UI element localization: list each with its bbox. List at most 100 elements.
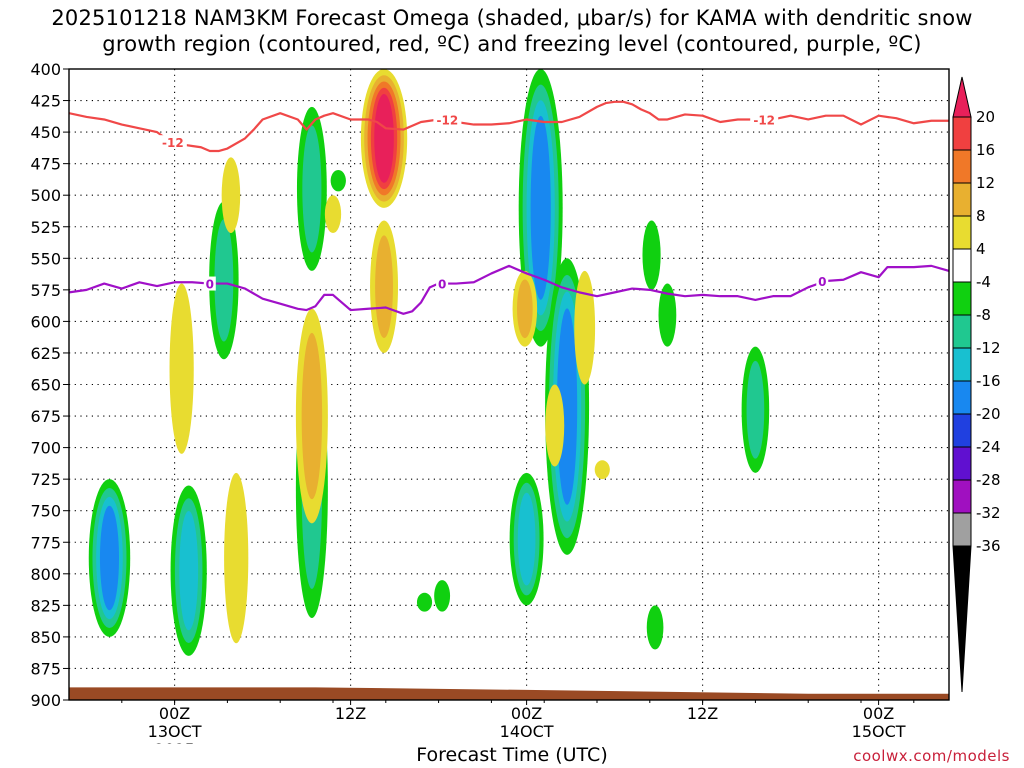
omega-shaded-cell: [416, 592, 433, 612]
colorbar-segment: [952, 347, 972, 382]
y-tick-label: 900: [30, 691, 61, 710]
y-tick-label: 825: [30, 596, 61, 615]
chart-title-line2: growth region (contoured, red, ºC) and f…: [102, 32, 922, 56]
contour-label: 0: [206, 278, 214, 292]
colorbar: 20 16 12 8 4 -4 -8 -12 -16 -20 -24 -28 -32 -36: [952, 76, 1001, 693]
colorbar-segment: [952, 512, 972, 547]
omega-shaded-cell: [516, 279, 533, 339]
y-tick-label: 650: [30, 376, 61, 395]
isotherm-contours: -12 -12 -12 0 0 0: [69, 100, 949, 315]
y-tick-label: 750: [30, 502, 61, 521]
omega-shaded-cell: [179, 511, 199, 631]
contour-label: -12: [162, 136, 184, 150]
y-tick-label: 475: [30, 155, 61, 174]
omega-shaded-cell: [302, 125, 322, 253]
colorbar-label: -32: [976, 504, 1001, 522]
y-tick-label: 400: [30, 60, 61, 79]
y-tick-label: 875: [30, 659, 61, 678]
omega-shaded-cell: [530, 115, 551, 300]
y-tick-label: 800: [30, 565, 61, 584]
omega-shaded-cell: [545, 384, 565, 467]
terrain-surface: [69, 687, 949, 700]
y-tick-label: 675: [30, 407, 61, 426]
colorbar-label: -24: [976, 438, 1001, 456]
colorbar-label: -4: [976, 273, 991, 291]
colorbar-segment: [952, 380, 972, 415]
contour-line: [69, 264, 949, 315]
colorbar-segment: [952, 281, 972, 316]
omega-shaded-cell: [375, 235, 393, 339]
omega-shaded-cell: [646, 605, 664, 650]
omega-shaded-cell: [330, 169, 346, 192]
y-tick-label: 725: [30, 470, 61, 489]
y-tick-label: 600: [30, 312, 61, 331]
colorbar-label: -28: [976, 471, 1001, 489]
omega-shaded-cell: [221, 157, 241, 234]
omega-shaded-cell: [658, 283, 677, 347]
omega-shaded-cell: [517, 492, 536, 586]
omega-shaded-cell: [556, 308, 578, 505]
y-tick-label: 425: [30, 92, 61, 111]
x-tick-date: 15OCT: [852, 722, 906, 741]
x-tick-year: 2025: [154, 740, 195, 744]
credit-text: coolwx.com/models: [853, 747, 1010, 765]
omega-shaded-cell: [642, 220, 661, 290]
contour-label-bg: [750, 112, 779, 127]
x-axis: 00Z13OCT202512Z00Z14OCT12Z00Z15OCT: [121, 700, 915, 744]
contour-label-bg: [816, 274, 829, 289]
x-tick-label: 12Z: [687, 704, 718, 723]
colorbar-segment: [952, 446, 972, 481]
colorbar-segment: [952, 149, 972, 184]
x-tick-label: 00Z: [863, 704, 894, 723]
omega-shaded-cell: [324, 195, 342, 234]
contour-label-bg: [436, 276, 449, 291]
y-tick-label: 450: [30, 123, 61, 142]
y-tick-label: 700: [30, 439, 61, 458]
contour-label-bg: [158, 135, 187, 150]
y-tick-label: 550: [30, 249, 61, 268]
contour-label: -12: [753, 113, 775, 127]
omega-shaded-cell: [434, 580, 451, 612]
chart-title-line1: 2025101218 NAM3KM Forecast Omega (shaded…: [51, 6, 973, 30]
y-tick-label: 850: [30, 628, 61, 647]
y-tick-label: 775: [30, 533, 61, 552]
colorbar-bottom-triangle: [952, 545, 972, 693]
colorbar-label: -12: [976, 339, 1001, 357]
y-tick-label: 625: [30, 344, 61, 363]
x-tick-date: 13OCT: [148, 722, 202, 741]
omega-shaded-cell: [214, 219, 234, 342]
colorbar-segment: [952, 215, 972, 250]
omega-shaded-cell: [169, 283, 194, 454]
omega-shaded-cell: [746, 360, 765, 459]
x-tick-label: 00Z: [159, 704, 190, 723]
omega-shaded-cell: [594, 460, 610, 480]
contour-line: [69, 100, 949, 153]
omega-shaded-cell: [301, 332, 323, 500]
colorbar-segment: [952, 248, 972, 283]
y-tick-label: 575: [30, 281, 61, 300]
colorbar-label: -20: [976, 405, 1001, 423]
omega-shading: [88, 69, 770, 656]
y-tick-label: 525: [30, 218, 61, 237]
contour-label-bg: [433, 112, 462, 127]
colorbar-segment: [952, 413, 972, 448]
y-tick-label: 500: [30, 186, 61, 205]
x-tick-date: 14OCT: [500, 722, 554, 741]
colorbar-label: -16: [976, 372, 1001, 390]
colorbar-label: 20: [976, 108, 995, 126]
colorbar-label: -8: [976, 306, 991, 324]
contour-label: 0: [818, 275, 826, 289]
x-tick-label: 00Z: [511, 704, 542, 723]
colorbar-segment: [952, 314, 972, 349]
colorbar-label: 8: [976, 207, 986, 225]
contour-label: 0: [438, 278, 446, 292]
x-tick-label: 12Z: [335, 704, 366, 723]
colorbar-segment: [952, 116, 972, 151]
omega-shaded-cell: [99, 505, 120, 611]
omega-shaded-cell: [224, 472, 249, 644]
colorbar-segment: [952, 182, 972, 217]
colorbar-label: 4: [976, 240, 986, 258]
colorbar-top-triangle: [952, 76, 972, 118]
omega-shaded-cell: [574, 270, 596, 385]
colorbar-label: 16: [976, 141, 995, 159]
